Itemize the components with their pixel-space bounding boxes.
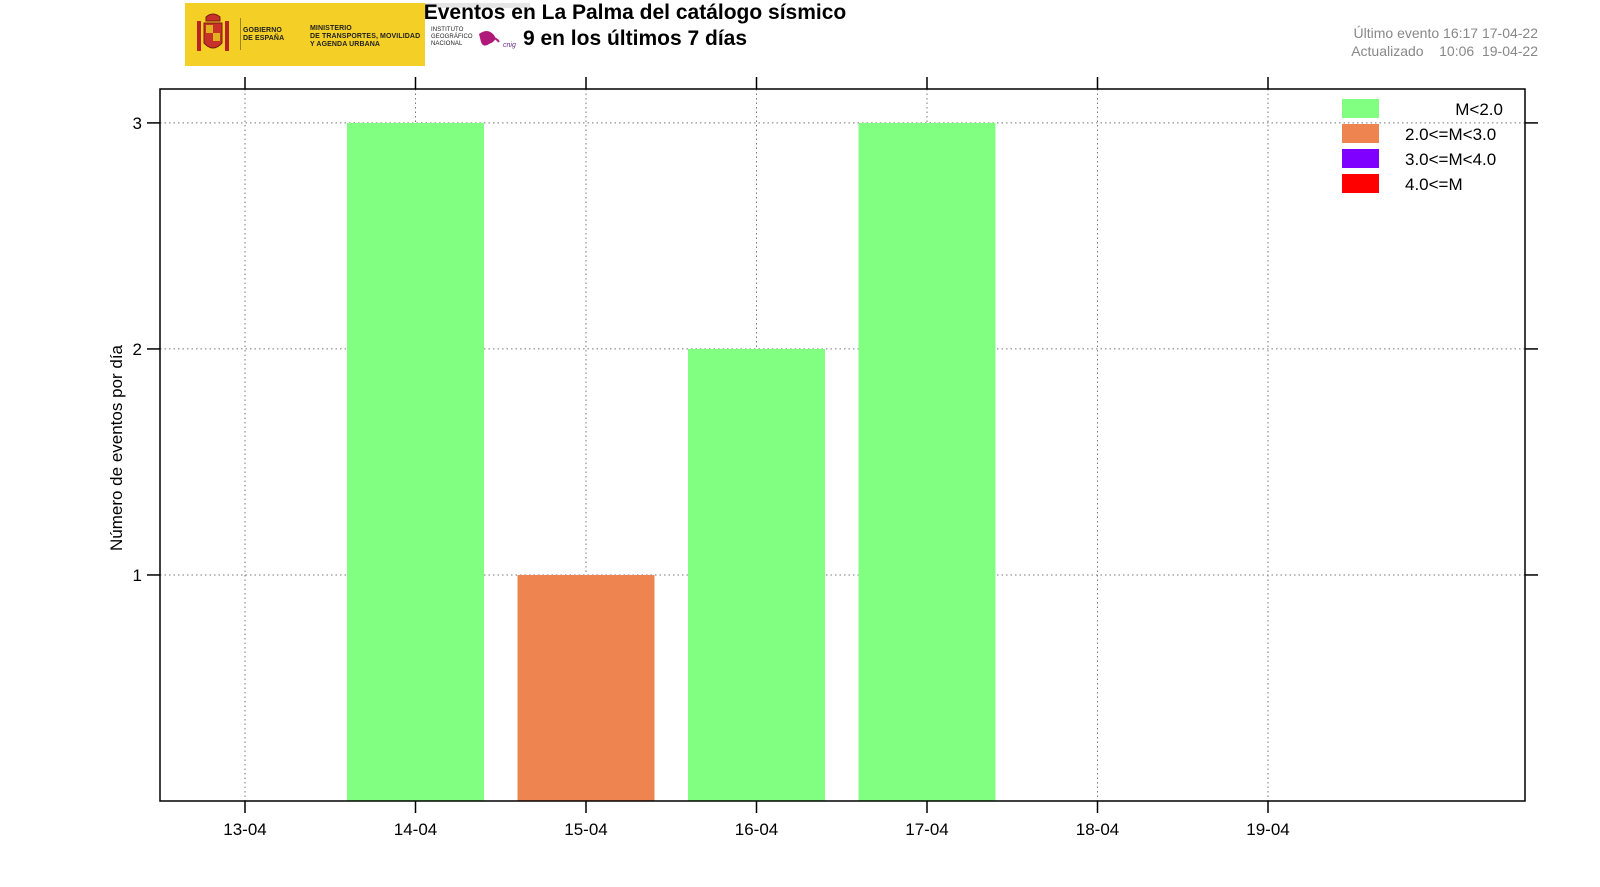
- x-tick-label: 13-04: [223, 820, 266, 839]
- y-tick-label: 3: [133, 114, 142, 133]
- x-tick-label: 16-04: [735, 820, 778, 839]
- bar-16-04: [688, 348, 825, 801]
- ign-mark-icon: [479, 31, 500, 46]
- y-axis-label: Número de eventos por día: [107, 344, 126, 551]
- bar-17-04: [858, 122, 996, 801]
- instituto-logo: INSTITUTO GEOGRÁFICO NACIONAL cnig: [425, 3, 530, 66]
- legend-swatch: [1342, 149, 1379, 168]
- instituto-line1: INSTITUTO: [431, 27, 464, 33]
- plot-frame: [159, 88, 1526, 802]
- legend-label: 3.0<=M<4.0: [1405, 150, 1496, 169]
- chart-subtitle: 9 en los últimos 7 días: [522, 27, 748, 50]
- gobierno-text: GOBIERNO DE ESPAÑA: [243, 27, 284, 43]
- legend-label: M<2.0: [1455, 100, 1503, 119]
- coat-of-arms-icon: [197, 13, 229, 51]
- x-tick-label: 19-04: [1246, 820, 1289, 839]
- ultimo-evento-label: Último evento: [1353, 25, 1440, 41]
- ministerio-line2: DE TRANSPORTES, MOVILIDAD: [310, 33, 421, 40]
- bar-15-04: [517, 574, 655, 801]
- legend-swatch: [1342, 99, 1379, 118]
- bar-14-04: [347, 122, 484, 801]
- chart-title: Eventos en La Palma del catálogo sísmico: [423, 1, 847, 24]
- actualizado: Actualizado 10:06 19-04-22: [1351, 43, 1538, 59]
- x-tick-label: 14-04: [394, 820, 437, 839]
- ministerio-line3: Y AGENDA URBANA: [310, 41, 381, 48]
- ministerio-line1: MINISTERIO: [310, 25, 352, 32]
- ultimo-evento: Último evento 16:17 17-04-22: [1354, 25, 1538, 41]
- legend-label: 4.0<=M: [1405, 175, 1463, 194]
- instituto-text: INSTITUTO GEOGRÁFICO NACIONAL: [431, 27, 473, 48]
- cnig-mark: cnig: [503, 42, 516, 49]
- bars: [347, 122, 996, 801]
- legend: M<2.0 2.0<=M<3.0 3.0<=M<4.0 4.0<=M: [1342, 99, 1503, 194]
- gobierno-line2: DE ESPAÑA: [243, 35, 285, 42]
- x-tick-label: 17-04: [905, 820, 948, 839]
- instituto-line3: NACIONAL: [431, 41, 463, 47]
- legend-swatch: [1342, 174, 1379, 193]
- y-tick-label: 1: [133, 566, 142, 585]
- legend-label: 2.0<=M<3.0: [1405, 125, 1496, 144]
- y-tick-label: 2: [133, 340, 142, 359]
- actualizado-label: Actualizado: [1351, 43, 1424, 59]
- instituto-line2: GEOGRÁFICO: [431, 34, 473, 40]
- actualizado-value: 10:06 19-04-22: [1439, 43, 1538, 59]
- logo-separator: [240, 18, 241, 50]
- ministerio-text: MINISTERIO DE TRANSPORTES, MOVILIDAD Y A…: [310, 25, 420, 49]
- gobierno-logo: GOBIERNO DE ESPAÑA MINISTERIO DE TRANSPO…: [185, 3, 425, 66]
- ign-logo: GOBIERNO DE ESPAÑA MINISTERIO DE TRANSPO…: [185, 3, 530, 66]
- ultimo-evento-value: 16:17 17-04-22: [1443, 25, 1538, 41]
- x-tick-label: 15-04: [564, 820, 607, 839]
- axes: 13-04 14-04 15-04 16-04 17-04 18-04 19-04 1 2 3: [133, 77, 1538, 839]
- gobierno-line1: GOBIERNO: [243, 27, 282, 34]
- x-tick-label: 18-04: [1076, 820, 1119, 839]
- legend-swatch: [1342, 124, 1379, 143]
